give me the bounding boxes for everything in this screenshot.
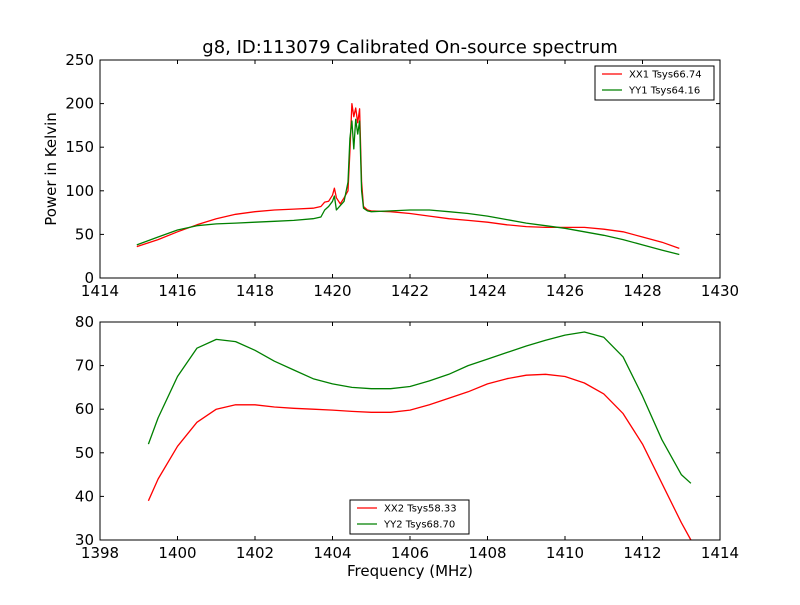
top-x-tick-label: 1420 — [313, 282, 351, 300]
top-x-tick-label: 1418 — [236, 282, 274, 300]
top-series-line-1 — [136, 118, 680, 256]
bottom-y-tick-label: 70 — [75, 357, 94, 375]
chart-title: g8, ID:113079 Calibrated On-source spect… — [202, 37, 617, 58]
top-y-tick-label: 0 — [84, 269, 94, 287]
bottom-x-tick-label: 1414 — [701, 544, 739, 562]
bottom-x-tick-label: 1398 — [81, 544, 119, 562]
top-legend-label-xx1: XX1 Tsys66.74 — [629, 70, 702, 81]
bottom-x-tick-label: 1412 — [623, 544, 661, 562]
bottom-y-tick-label: 80 — [75, 313, 94, 331]
top-x-tick-label: 1414 — [81, 282, 119, 300]
bottom-ticks: 1398 1400 1402 1404 1406 1408 1410 1412 1414 30 40… — [75, 313, 739, 562]
top-legend-box — [594, 65, 715, 101]
top-x-tick-label: 1430 — [701, 282, 739, 300]
top-x-tick-label: 1428 — [623, 282, 661, 300]
top-y-tick-label: 200 — [65, 95, 94, 113]
top-x-tick-label: 1426 — [546, 282, 584, 300]
bottom-y-tick-label: 40 — [75, 487, 94, 505]
bottom-legend-box — [349, 499, 470, 535]
top-series-layer — [136, 102, 680, 256]
top-legend: XX1 Tsys66.74 YY1 Tsys64.16 — [594, 65, 715, 101]
bottom-x-axis-label: Frequency (MHz) — [347, 562, 473, 580]
bottom-y-tick-label: 60 — [75, 400, 94, 418]
top-ticks: 1414 1416 1418 1420 1422 1424 1426 1428 1430 0 50 1… — [65, 51, 739, 300]
bottom-x-tick-label: 1406 — [391, 544, 429, 562]
bottom-y-tick-label: 50 — [75, 444, 94, 462]
top-y-axis-label: Power in Kelvin — [42, 112, 60, 226]
bottom-legend-label-yy2: YY2 Tsys68.70 — [383, 520, 455, 531]
top-series-line-0 — [136, 102, 680, 250]
bottom-series-layer — [147, 331, 692, 541]
top-y-tick-label: 150 — [65, 138, 94, 156]
bottom-x-tick-label: 1402 — [236, 544, 274, 562]
top-x-tick-label: 1422 — [391, 282, 429, 300]
bottom-panel: 1398 1400 1402 1404 1406 1408 1410 1412 1414 30 40… — [75, 313, 739, 580]
top-y-tick-label: 100 — [65, 182, 94, 200]
top-y-tick-label: 250 — [65, 51, 94, 69]
bottom-x-tick-label: 1408 — [468, 544, 506, 562]
bottom-x-tick-label: 1404 — [313, 544, 351, 562]
bottom-legend-label-xx2: XX2 Tsys58.33 — [384, 504, 457, 515]
bottom-y-tick-label: 30 — [75, 531, 94, 549]
bottom-series-line-0 — [147, 373, 692, 541]
bottom-x-tick-label: 1410 — [546, 544, 584, 562]
top-legend-label-yy1: YY1 Tsys64.16 — [628, 86, 700, 97]
top-y-tick-label: 50 — [75, 225, 94, 243]
bottom-series-line-1 — [147, 331, 692, 484]
top-x-tick-label: 1424 — [468, 282, 506, 300]
bottom-x-tick-label: 1400 — [158, 544, 196, 562]
top-x-tick-label: 1416 — [158, 282, 196, 300]
top-panel: 1414 1416 1418 1420 1422 1424 1426 1428 1430 0 50 1… — [42, 51, 739, 300]
bottom-legend: XX2 Tsys58.33 YY2 Tsys68.70 — [349, 499, 470, 535]
